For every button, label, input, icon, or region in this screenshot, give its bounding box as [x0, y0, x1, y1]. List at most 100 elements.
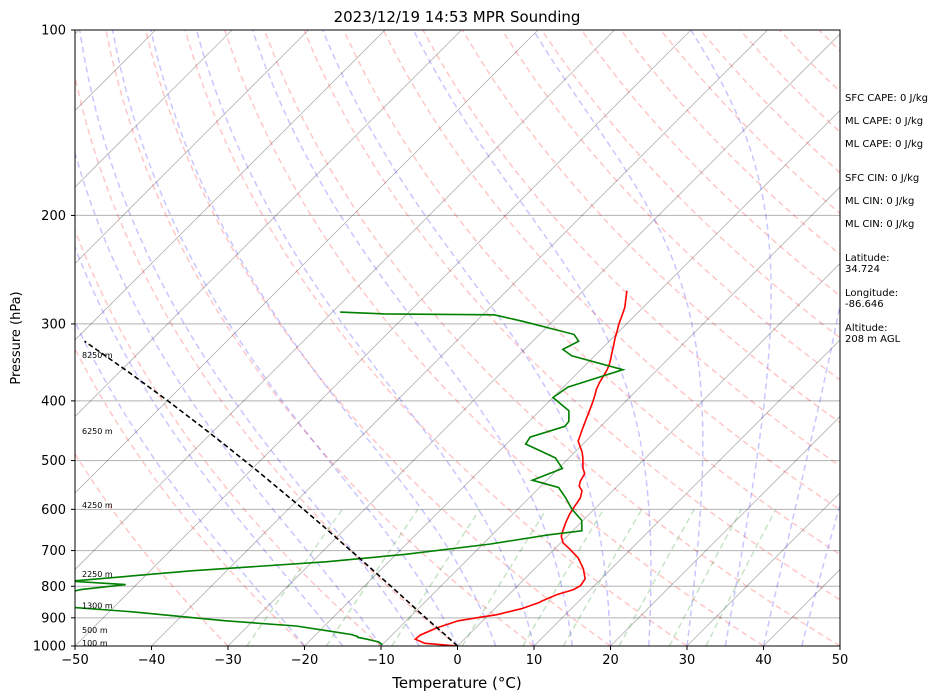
y-tick-label: 200 [41, 209, 66, 224]
mixing-ratio-line [705, 508, 777, 646]
x-axis-label: Temperature (°C) [391, 674, 521, 692]
isotherm-line [380, 186, 840, 646]
parcel-profile-line [84, 340, 459, 646]
moist-adiabat-line [75, 150, 382, 646]
x-tick-label: 20 [602, 653, 619, 668]
x-tick-label: −30 [214, 653, 241, 668]
moist-adiabat-line [78, 30, 420, 646]
isotherm-line [75, 30, 462, 418]
ml-cin-text: ML CIN: 0 J/kg [845, 196, 915, 207]
isotherm-line [457, 262, 840, 646]
profiles [75, 290, 628, 646]
x-tick-label: −50 [61, 653, 88, 668]
y-tick-label: 500 [41, 454, 66, 469]
y-tick-label: 100 [41, 24, 66, 39]
mixing-ratio-line [391, 508, 481, 646]
height-labels: 100 m 500 m 1300 m 2250 m 4250 m 6250 m 8250 m [82, 351, 113, 648]
isotherm-line [75, 30, 615, 571]
dry-adiabat-line [422, 30, 840, 467]
x-tick-label: −20 [291, 653, 318, 668]
height-label: 8250 m [82, 351, 113, 360]
dry-adiabat-line [223, 30, 764, 646]
dry-adiabat-line [75, 347, 306, 646]
isotherm-line [75, 30, 309, 265]
y-tick-label: 800 [41, 580, 66, 595]
latitude-text: Latitude: 34.724 [845, 253, 890, 275]
y-tick-label: 600 [41, 503, 66, 518]
y-tick-label: 700 [41, 544, 66, 559]
y-tick-label: 300 [41, 317, 66, 332]
mixing-ratio-line [562, 508, 643, 646]
altitude-text: Altitude: 208 m AGL [845, 323, 901, 345]
moist-adiabat-line [195, 30, 535, 646]
y-tick-label: 1000 [33, 640, 66, 655]
height-label: 1300 m [82, 601, 113, 610]
dry-adiabat-line [144, 30, 611, 646]
background-lines [0, 30, 840, 646]
height-label: 100 m [82, 639, 108, 648]
x-tick-label: 0 [453, 653, 461, 668]
mixing-ratio-line [325, 508, 419, 646]
isotherm-line [227, 33, 840, 646]
moist-adiabat-line [75, 245, 344, 646]
dry-adiabat-line [263, 30, 840, 646]
x-tick-label: 30 [679, 653, 696, 668]
isotherm-line [0, 30, 3, 646]
x-tick-label: 50 [832, 653, 849, 668]
ml-cape-text-2: ML CAPE: 0 J/kg [845, 139, 924, 150]
height-label: 500 m [82, 626, 108, 635]
moist-adiabat-line [690, 30, 772, 646]
isotherm-line [151, 30, 768, 646]
axis-ticks: −50 −40 −30 −20 −10 0 10 20 30 40 50 1000 900 800 700 6… [33, 24, 848, 669]
moist-adiabat-line [532, 30, 704, 646]
sfc-cape-text: SFC CAPE: 0 J/kg [845, 93, 928, 104]
moist-adiabat-line [801, 502, 840, 646]
moist-adiabat-line [412, 30, 652, 646]
dry-adiabat-line [75, 73, 458, 646]
isobar-grid [75, 29, 840, 647]
moist-adiabat-line [322, 30, 612, 646]
isotherm-line [75, 30, 539, 494]
dry-adiabat-line [580, 30, 840, 297]
dry-adiabat-line [303, 30, 840, 601]
dry-adiabat-line [75, 228, 382, 646]
mixing-ratio-line [618, 508, 695, 646]
dry-adiabat-line [382, 30, 840, 511]
dry-adiabat-line [342, 30, 840, 556]
height-label: 6250 m [82, 427, 113, 436]
ml-cin-text-2: ML CIN: 0 J/kg [845, 219, 915, 230]
chart-title: 2023/12/19 14:53 MPR Sounding [334, 8, 581, 26]
moist-adiabat-line [762, 301, 840, 646]
y-tick-label: 400 [41, 394, 66, 409]
moist-adiabat-line [150, 30, 497, 646]
isotherm-line [75, 30, 692, 646]
mixing-ratio-line [522, 508, 605, 646]
moist-adiabat-line [251, 30, 574, 646]
dry-adiabat-line [75, 452, 229, 646]
isotherm-line [304, 109, 840, 646]
sfc-cin-text: SFC CIN: 0 J/kg [845, 173, 920, 184]
x-tick-label: 40 [755, 653, 772, 668]
dry-adiabat-line [105, 30, 535, 646]
height-label: 2250 m [82, 570, 113, 579]
isotherm-line [75, 30, 386, 341]
y-axis-label: Pressure (hPa) [9, 291, 24, 384]
x-tick-label: −10 [367, 653, 394, 668]
longitude-text: Longitude: -86.646 [845, 288, 899, 310]
dewpoint-profile-line [75, 311, 626, 646]
temperature-profile-line [413, 290, 628, 646]
moist-adiabat-line [111, 30, 459, 646]
isotherm-line [533, 339, 840, 646]
x-tick-label: 10 [526, 653, 543, 668]
ml-cape-text: ML CAPE: 0 J/kg [845, 116, 924, 127]
isotherm-line [610, 415, 840, 646]
y-tick-label: 900 [41, 611, 66, 626]
mixing-ratio-line [246, 508, 343, 646]
mixing-ratio-line [461, 508, 547, 646]
mixing-ratio-line [668, 508, 742, 646]
x-tick-label: −40 [138, 653, 165, 668]
isotherm-line [75, 30, 233, 188]
dry-adiabat-line [184, 30, 688, 646]
plot-frame [74, 29, 841, 647]
